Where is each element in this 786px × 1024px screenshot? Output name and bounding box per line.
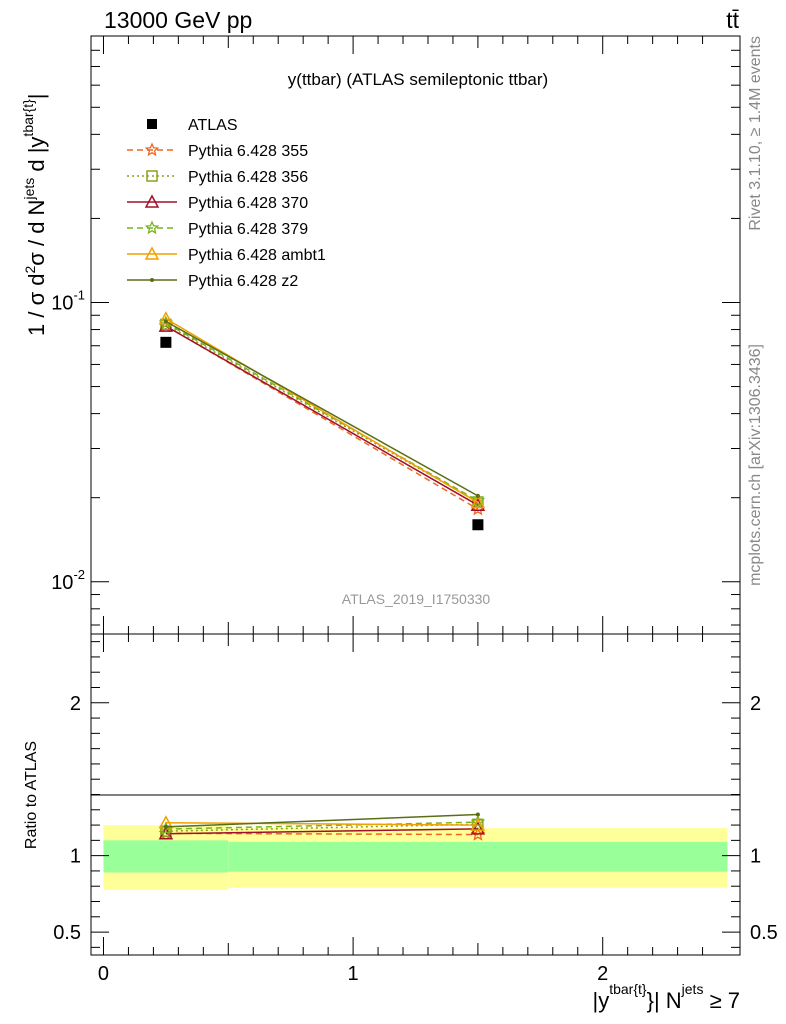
ratio-ticks: 0.5 0.5 1 1 2 2 0 1 2: [53, 634, 778, 985]
x-axis-label: |ytbar{t}}| Njets ≥ 7: [593, 981, 741, 1013]
uncertainty-bands: [103, 825, 728, 891]
ratio-y-tick-label-right: 1: [750, 846, 761, 868]
series-line: [165, 320, 479, 497]
mcplots-label: mcplots.cern.ch [arXiv:1306.3436]: [747, 344, 764, 586]
legend-entry: Pythia 6.428 355: [127, 142, 308, 160]
watermark-label: ATLAS_2019_I1750330: [342, 591, 491, 607]
legend-label: ATLAS: [188, 117, 238, 134]
series-pythia-6-428-ambt1: [158, 311, 486, 509]
legend-entry: Pythia 6.428 379: [127, 220, 308, 238]
plot-title: y(ttbar) (ATLAS semileptonic ttbar): [288, 70, 548, 89]
ratio-y-tick-label: 2: [70, 693, 81, 715]
series-line: [165, 325, 479, 506]
series-line: [165, 318, 479, 504]
legend: ATLAS Pythia 6.428 355 Pythia 6.428 356 Pyt…: [127, 117, 326, 290]
marker-open-square: [146, 170, 158, 182]
legend-entry: ATLAS: [147, 117, 238, 134]
ratio-series-pythia-6-428-z2: [163, 812, 480, 829]
marker-dot: [163, 319, 168, 324]
x-tick-label: 0: [98, 963, 109, 985]
y-tick-label: 10-2: [51, 567, 85, 594]
main-y-axis-label: 1 / σ d2σ / d Njets d |ytbar{t}|: [20, 93, 49, 336]
series-line: [165, 322, 479, 502]
marker-dot: [475, 493, 480, 498]
ratio-line: [165, 813, 478, 828]
marker-star: [144, 220, 160, 235]
y-tick-exponent: -2: [73, 567, 85, 582]
ratio-line: [165, 821, 478, 830]
marker-square: [147, 119, 157, 129]
ratio-y-tick-label: 1: [70, 846, 81, 868]
x-tick-label: 1: [348, 963, 359, 985]
svg-text:1 / σ d2σ / d Njets d |ytbar{t: 1 / σ d2σ / d Njets d |ytbar{t}|: [20, 93, 49, 336]
ratio-y-axis-label: Ratio to ATLAS: [23, 741, 40, 849]
rivet-version-label: Rivet 3.1.10, ≥ 1.4M events: [747, 36, 764, 231]
legend-label: Pythia 6.428 379: [188, 221, 308, 238]
ratio-y-tick-label-right: 2: [750, 693, 761, 715]
series-pythia-6-428-370: [158, 318, 486, 511]
series-pythia-6-428-355: [158, 318, 486, 516]
legend-label: Pythia 6.428 370: [188, 195, 308, 212]
legend-label: Pythia 6.428 ambt1: [188, 247, 326, 264]
legend-entry: Pythia 6.428 z2: [127, 273, 298, 290]
marker-triangle: [470, 817, 486, 831]
process-label: tt̄: [726, 7, 739, 33]
ratio-y-tick-label: 0.5: [53, 922, 81, 944]
band-inner: [103, 840, 229, 873]
legend-entry: Pythia 6.428 356: [127, 169, 308, 186]
marker-triangle: [470, 821, 486, 835]
series-pythia-6-428-z2: [163, 319, 480, 498]
series-atlas: [160, 336, 484, 531]
ratio-line: [165, 822, 478, 826]
marker-star: [470, 493, 486, 507]
marker-dot: [150, 278, 154, 282]
ratio-y-tick-label-right: 0.5: [750, 922, 778, 944]
marker-triangle: [144, 246, 160, 260]
legend-entry: Pythia 6.428 370: [127, 194, 308, 212]
marker-star: [470, 826, 486, 841]
marker-star: [144, 142, 160, 157]
marker-dot: [475, 812, 480, 817]
legend-entry: Pythia 6.428 ambt1: [127, 246, 326, 264]
ratio-series: [158, 812, 486, 841]
legend-label: Pythia 6.428 356: [188, 169, 308, 186]
marker-square: [472, 519, 484, 531]
legend-label: Pythia 6.428 z2: [188, 273, 298, 290]
marker-dot: [163, 824, 168, 829]
energy-label: 13000 GeV pp: [104, 7, 252, 33]
marker-triangle: [158, 311, 174, 325]
ratio-line: [165, 828, 478, 835]
series-pythia-6-428-356: [160, 318, 484, 508]
main-series: [158, 311, 486, 531]
marker-triangle: [144, 194, 160, 208]
x-tick-label: 2: [597, 963, 608, 985]
ratio-line: [165, 823, 478, 832]
marker-square: [160, 336, 172, 348]
marker-triangle: [470, 495, 486, 509]
band-inner: [228, 841, 728, 872]
y-tick-label: 10-1: [51, 287, 85, 314]
legend-label: Pythia 6.428 355: [188, 143, 308, 160]
ratio-plot: 0.5 0.5 1 1 2 2 0 1 2: [53, 633, 778, 985]
svg-text:|ytbar{t}}| Njets ≥ 7: |ytbar{t}}| Njets ≥ 7: [593, 981, 741, 1013]
y-tick-exponent: -1: [73, 287, 85, 302]
main-plot: 10-2 10-1 y(ttbar) (ATLAS semileptonic tt…: [51, 35, 741, 635]
